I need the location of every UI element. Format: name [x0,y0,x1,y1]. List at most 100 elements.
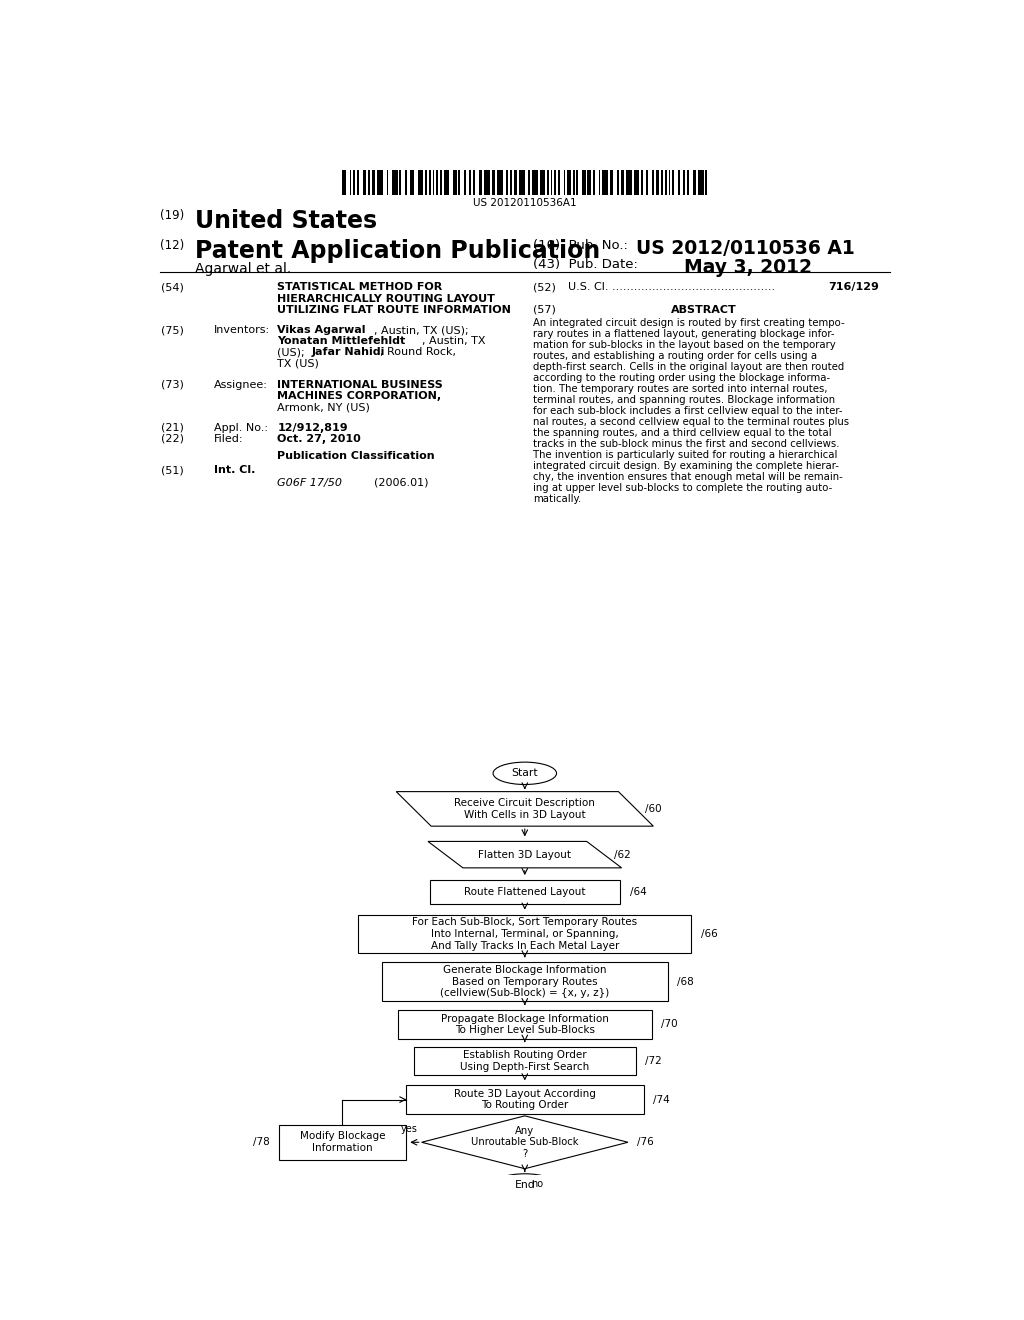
Bar [554,169,556,195]
Bar [563,169,565,195]
FancyBboxPatch shape [414,1047,636,1076]
Text: the spanning routes, and a third cellview equal to the total: the spanning routes, and a third cellvie… [532,428,831,438]
Text: Vikas Agarwal: Vikas Agarwal [278,325,366,335]
Polygon shape [428,841,622,867]
Text: (12): (12) [160,239,184,252]
Bar [599,169,600,195]
Bar [652,169,654,195]
Text: routes, and establishing a routing order for cells using a: routes, and establishing a routing order… [532,351,817,360]
Text: , Round Rock,: , Round Rock, [380,347,457,358]
Text: Start: Start [511,768,539,779]
Bar [558,169,560,195]
Text: US 2012/0110536 A1: US 2012/0110536 A1 [636,239,855,257]
Bar [392,169,397,195]
Bar [404,169,407,195]
Text: US 20120110536A1: US 20120110536A1 [473,198,577,209]
Bar [443,169,450,195]
Bar [706,169,708,195]
Text: End: End [514,1180,536,1189]
Text: Agarwal et al.: Agarwal et al. [196,263,292,276]
Bar [425,169,427,195]
Text: Modify Blockage
Information: Modify Blockage Information [300,1131,385,1154]
Text: TX (US): TX (US) [278,359,319,368]
Text: Patent Application Publication: Patent Application Publication [196,239,601,263]
Polygon shape [396,792,653,826]
Text: , Austin, TX: , Austin, TX [422,337,485,346]
Text: Appl. No.:: Appl. No.: [214,422,267,433]
Text: /68: /68 [677,977,694,986]
Text: Filed:: Filed: [214,434,244,444]
Text: (52): (52) [532,282,556,293]
Text: tion. The temporary routes are sorted into internal routes,: tion. The temporary routes are sorted in… [532,384,827,393]
Bar [453,169,457,195]
Bar [617,169,618,195]
Text: An integrated circuit design is routed by first creating tempo-: An integrated circuit design is routed b… [532,318,845,327]
Text: MACHINES CORPORATION,: MACHINES CORPORATION, [278,391,441,401]
Text: /66: /66 [701,929,718,939]
Bar [572,169,574,195]
Text: according to the routing order using the blockage informa-: according to the routing order using the… [532,372,829,383]
Text: (54): (54) [162,282,184,293]
Bar [342,169,346,195]
Text: , Austin, TX (US);: , Austin, TX (US); [374,325,469,335]
Text: INTERNATIONAL BUSINESS: INTERNATIONAL BUSINESS [278,380,443,389]
Bar [432,169,434,195]
Bar [464,169,466,195]
Text: (US);: (US); [278,347,305,358]
Bar [349,169,351,195]
Bar [362,169,367,195]
FancyBboxPatch shape [279,1125,406,1159]
Text: 12/912,819: 12/912,819 [278,422,348,433]
Text: UTILIZING FLAT ROUTE INFORMATION: UTILIZING FLAT ROUTE INFORMATION [278,305,511,314]
Bar [506,169,508,195]
Text: yes: yes [400,1125,418,1134]
Text: /76: /76 [638,1138,654,1147]
Bar [478,169,482,195]
Bar [519,169,524,195]
Text: matically.: matically. [532,494,581,504]
FancyBboxPatch shape [430,880,620,904]
Text: 716/129: 716/129 [828,282,879,293]
Bar [436,169,438,195]
Bar [602,169,608,195]
Text: Oct. 27, 2010: Oct. 27, 2010 [278,434,360,444]
Bar [582,169,586,195]
Text: (75): (75) [162,325,184,335]
Bar [459,169,460,195]
Text: The invention is particularly suited for routing a hierarchical: The invention is particularly suited for… [532,450,837,459]
Bar [540,169,545,195]
FancyBboxPatch shape [358,915,691,953]
Bar [372,169,376,195]
Bar [492,169,496,195]
Bar [399,169,401,195]
Text: Assignee:: Assignee: [214,380,267,389]
Text: (10)  Pub. No.:: (10) Pub. No.: [532,239,636,252]
Text: G06F 17/50: G06F 17/50 [278,478,342,487]
Text: Yonatan Mittlefehldt: Yonatan Mittlefehldt [278,337,406,346]
Bar [429,169,431,195]
Bar [357,169,358,195]
Text: U.S. Cl. .............................................: U.S. Cl. ...............................… [568,282,775,293]
Bar [514,169,517,195]
Bar [678,169,680,195]
Bar [418,169,423,195]
Bar [588,169,591,195]
Bar [473,169,475,195]
Text: /62: /62 [613,850,631,859]
FancyBboxPatch shape [382,962,668,1001]
Bar [484,169,489,195]
Text: no: no [531,1179,544,1189]
Text: ABSTRACT: ABSTRACT [671,305,736,314]
Text: Generate Blockage Information
Based on Temporary Routes
(cellview(Sub-Block) = {: Generate Blockage Information Based on T… [440,965,609,998]
Bar [621,169,625,195]
Text: Propagate Blockage Information
To Higher Level Sub-Blocks: Propagate Blockage Information To Higher… [441,1014,608,1035]
Bar [567,169,571,195]
Bar [669,169,671,195]
Bar [692,169,696,195]
Bar [532,169,538,195]
Bar [353,169,355,195]
Text: (22): (22) [162,434,184,444]
Ellipse shape [493,762,557,784]
Text: /70: /70 [662,1019,678,1030]
Bar [634,169,639,195]
